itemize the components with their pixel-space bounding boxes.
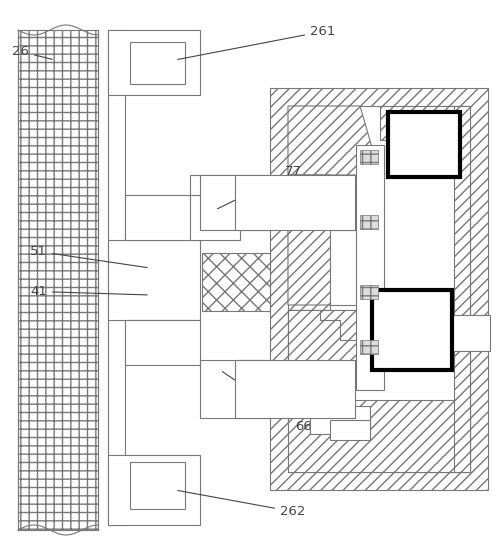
Bar [202, 253, 270, 311]
Polygon shape [288, 106, 380, 175]
Bar [200, 175, 270, 230]
Bar [454, 106, 470, 472]
Bar [388, 112, 460, 177]
Bar [288, 175, 330, 310]
Text: 262: 262 [178, 490, 305, 518]
Bar [288, 106, 470, 472]
Bar [235, 175, 355, 230]
Bar [18, 30, 98, 530]
Bar [108, 30, 200, 95]
Bar [356, 145, 384, 390]
Polygon shape [288, 400, 470, 472]
Bar [200, 360, 270, 418]
Polygon shape [288, 310, 360, 370]
Text: 77: 77 [218, 165, 302, 208]
Bar [125, 320, 200, 365]
Bar [288, 310, 360, 370]
Bar [330, 230, 370, 305]
Bar [108, 455, 200, 525]
Bar [360, 340, 378, 354]
Bar [125, 195, 200, 240]
Bar [235, 360, 355, 418]
Polygon shape [288, 175, 370, 305]
Bar [130, 462, 185, 509]
Bar [190, 175, 235, 195]
Bar [360, 150, 378, 164]
Bar [330, 420, 370, 440]
Bar [130, 42, 185, 84]
Bar [270, 88, 488, 490]
Bar [190, 195, 240, 240]
Bar [108, 240, 200, 320]
Text: 261: 261 [178, 25, 335, 59]
Bar [360, 215, 378, 229]
Bar [360, 285, 378, 299]
Bar [310, 406, 370, 434]
Text: 26: 26 [12, 45, 52, 59]
Text: 51: 51 [30, 245, 147, 267]
Text: 66: 66 [222, 371, 312, 433]
Bar [380, 106, 468, 140]
Text: 41: 41 [30, 285, 147, 298]
Bar [372, 290, 452, 370]
Bar [452, 315, 490, 351]
Bar [108, 30, 125, 525]
